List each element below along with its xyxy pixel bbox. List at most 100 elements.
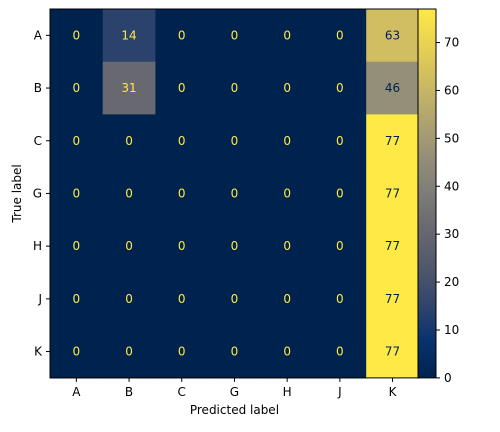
colorbar-tick-label: 70 [444, 36, 459, 50]
cell-value-label: 0 [336, 134, 344, 148]
heatmap-cell [313, 272, 367, 326]
cell-value-label: 0 [178, 292, 186, 306]
heatmap-cell [102, 325, 156, 379]
y-axis-ticks: A B C G H J K [33, 28, 50, 359]
cell-value-label: 0 [125, 345, 133, 359]
cell-value-label: 0 [73, 81, 81, 95]
x-tick-label: G [230, 385, 239, 399]
cell-value-label: 0 [336, 345, 344, 359]
colorbar-tick-label: 20 [444, 275, 459, 289]
heatmap-cell [50, 219, 104, 273]
x-tick-label: K [389, 385, 398, 399]
cell-value-label: 0 [336, 292, 344, 306]
heatmap-cell [366, 167, 420, 221]
colorbar-tick-label: 30 [444, 227, 459, 241]
colorbar-tick-label: 0 [444, 371, 452, 385]
x-tick-label: B [125, 385, 133, 399]
heatmap-cell [313, 9, 367, 63]
heatmap-cell [313, 167, 367, 221]
cell-value-label: 0 [231, 239, 239, 253]
colorbar-tick-label: 60 [444, 83, 459, 97]
heatmap-cell [102, 61, 156, 115]
cell-value-label: 0 [283, 239, 291, 253]
cell-value-label: 77 [385, 292, 400, 306]
heatmap-cell [260, 325, 314, 379]
heatmap-cell [155, 325, 209, 379]
cell-value-labels: 0 14 0 0 0 0 63 0 31 0 0 0 0 46 0 0 0 0 0 0 77 0 0 0 0 0 0 77 0 0 0 0 0 0… [73, 28, 401, 358]
colorbar [417, 8, 437, 379]
cell-value-label: 0 [283, 186, 291, 200]
heatmap-cell [260, 114, 314, 168]
heatmap-cell [155, 272, 209, 326]
cell-value-label: 77 [385, 239, 400, 253]
cell-value-label: 0 [336, 239, 344, 253]
colorbar-tick-label: 40 [444, 179, 459, 193]
heatmap-cell [260, 167, 314, 221]
y-tick-label: K [34, 345, 43, 359]
x-tick-label: C [178, 385, 186, 399]
heatmap-cell [50, 61, 104, 115]
heatmap-cell [260, 61, 314, 115]
heatmap-cell [313, 61, 367, 115]
heatmap-cell [155, 114, 209, 168]
cell-value-label: 0 [336, 28, 344, 42]
cell-value-label: 77 [385, 186, 400, 200]
cell-value-label: 0 [283, 81, 291, 95]
cell-value-label: 0 [336, 186, 344, 200]
cell-value-label: 0 [178, 28, 186, 42]
heatmap-cell [50, 167, 104, 221]
heatmap-cell [208, 325, 262, 379]
heatmap-cell [102, 167, 156, 221]
x-tick-label: J [337, 385, 342, 399]
heatmap-cell [208, 272, 262, 326]
heatmap-cell [366, 325, 420, 379]
cell-value-label: 0 [231, 186, 239, 200]
heatmap-cell [366, 272, 420, 326]
heatmap-cell [313, 219, 367, 273]
heatmap-cells [50, 9, 420, 379]
cell-value-label: 0 [125, 186, 133, 200]
cell-value-label: 0 [283, 134, 291, 148]
x-tick-label: H [283, 385, 292, 399]
heatmap-cell [366, 114, 420, 168]
heatmap-cell [260, 219, 314, 273]
heatmap-cell [260, 272, 314, 326]
cell-value-label: 0 [125, 292, 133, 306]
heatmap-cell [102, 114, 156, 168]
cell-value-label: 0 [125, 239, 133, 253]
cell-value-label: 0 [231, 134, 239, 148]
heatmap-cell [50, 325, 104, 379]
heatmap-cell [366, 9, 420, 63]
cell-value-label: 0 [73, 186, 81, 200]
heatmap-cell [208, 61, 262, 115]
cell-value-label: 77 [385, 345, 400, 359]
x-tick-label: A [72, 385, 81, 399]
cell-value-label: 46 [385, 81, 400, 95]
y-tick-label: C [34, 134, 42, 148]
cell-value-label: 0 [125, 134, 133, 148]
heatmap-cell [208, 219, 262, 273]
heatmap-cell [313, 114, 367, 168]
y-tick-label: B [34, 81, 42, 95]
cell-value-label: 0 [336, 81, 344, 95]
heatmap-cell [50, 114, 104, 168]
y-tick-label: A [34, 28, 43, 42]
y-tick-label: G [33, 186, 42, 200]
heatmap-cell [366, 219, 420, 273]
cell-value-label: 0 [73, 292, 81, 306]
cell-value-label: 0 [178, 186, 186, 200]
y-tick-label: H [33, 239, 42, 253]
cell-value-label: 0 [231, 81, 239, 95]
heatmap-cell [102, 272, 156, 326]
y-axis-label: True label [10, 164, 24, 223]
cell-value-label: 0 [283, 345, 291, 359]
cell-value-label: 0 [283, 28, 291, 42]
cell-value-label: 0 [178, 81, 186, 95]
heatmap-cell [366, 61, 420, 115]
heatmap-cell [102, 219, 156, 273]
cell-value-label: 63 [385, 28, 400, 42]
colorbar-tick-label: 10 [444, 323, 459, 337]
colorbar-ticks: 0 10 20 30 40 50 60 70 [436, 36, 459, 385]
